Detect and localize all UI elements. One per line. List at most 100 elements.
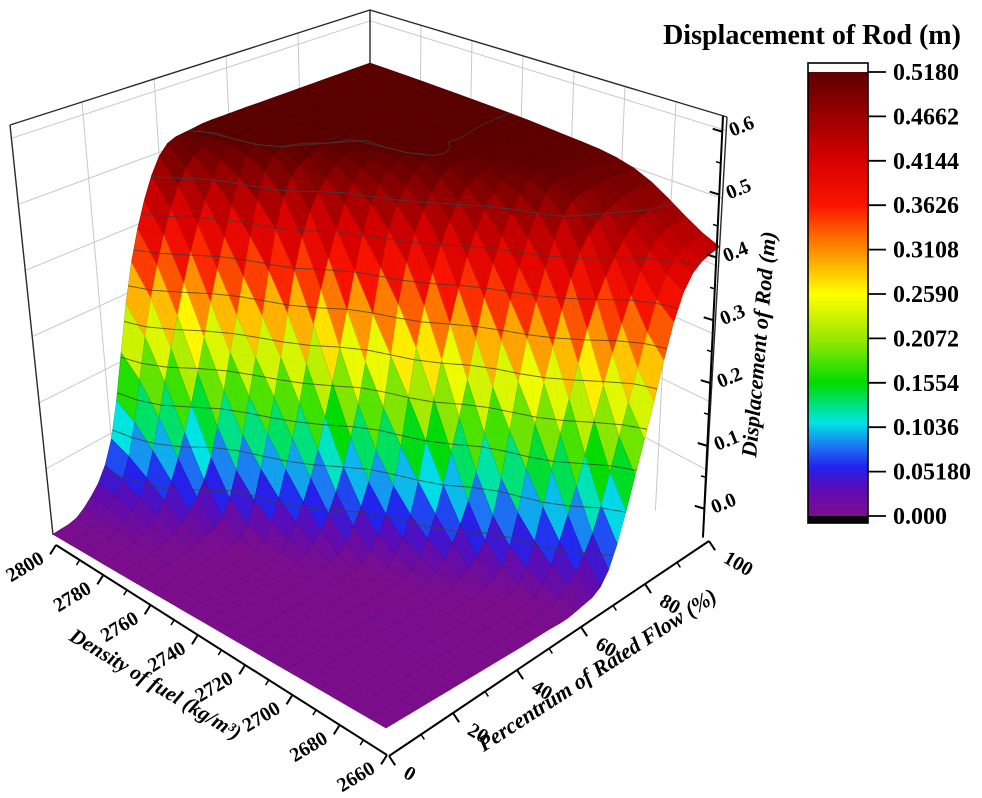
mesh-diagonal [100, 518, 111, 539]
mesh-diagonal [150, 298, 178, 317]
mesh-diagonal [246, 155, 258, 200]
mesh-diagonal [308, 84, 318, 95]
mesh-diagonal [225, 588, 235, 603]
mesh-diagonal [317, 449, 344, 468]
mesh-diagonal [199, 541, 209, 560]
mesh-diagonal [368, 481, 394, 487]
mesh-diagonal [347, 310, 359, 405]
mesh-diagonal [365, 641, 376, 657]
mesh-diagonal [348, 612, 358, 628]
mesh-diagonal [242, 435, 255, 501]
mesh-diagonal [264, 541, 274, 561]
mesh-diagonal [242, 433, 268, 436]
mesh-diagonal [396, 159, 424, 162]
density-tick [332, 724, 341, 735]
mesh-diagonal [216, 573, 227, 589]
mesh-diagonal [228, 125, 256, 128]
mesh-diagonal [484, 122, 512, 127]
mesh-diagonal [364, 603, 374, 618]
mesh-diagonal [493, 162, 503, 180]
mesh-diagonal [194, 154, 221, 160]
mesh-diagonal [302, 679, 328, 685]
mesh-diagonal [255, 103, 282, 108]
mesh-diagonal [137, 228, 164, 236]
mesh-diagonal [309, 211, 322, 290]
mesh-diagonal [178, 185, 191, 253]
mesh-diagonal [324, 607, 349, 614]
z-axis-line [702, 115, 724, 538]
mesh-diagonal [259, 607, 284, 613]
mesh-diagonal [143, 559, 153, 574]
mesh-diagonal [668, 198, 677, 222]
mesh-diagonal [598, 183, 608, 211]
mesh-diagonal [139, 497, 150, 527]
mesh-diagonal [272, 121, 300, 125]
colorbar-border [807, 62, 869, 524]
mesh-diagonal [254, 127, 265, 138]
mesh-diagonal [460, 578, 471, 600]
mesh-diagonal [334, 112, 362, 117]
mesh-diagonal [616, 174, 626, 195]
mesh-diagonal [373, 617, 398, 623]
mesh-diagonal [118, 553, 144, 560]
mesh-diagonal [502, 179, 512, 213]
mesh-diagonal [218, 612, 244, 618]
mesh-diagonal [342, 675, 353, 690]
mesh-diagonal [589, 232, 616, 257]
mesh-diagonal [383, 397, 409, 409]
mesh-diagonal [228, 125, 238, 136]
mesh-diagonal [511, 632, 521, 648]
mesh-diagonal [250, 593, 276, 599]
mesh-diagonal [440, 100, 450, 111]
mesh-diagonal [343, 154, 354, 183]
mesh-diagonal [361, 143, 371, 158]
mesh-diagonal [134, 541, 160, 548]
mesh-diagonal [458, 94, 468, 104]
mesh-diagonal [257, 196, 284, 200]
mesh-diagonal [334, 87, 344, 98]
mesh-diagonal [202, 123, 212, 137]
mesh-diagonal [273, 559, 298, 563]
mesh-diagonal [621, 323, 648, 333]
mesh-diagonal [309, 655, 319, 671]
mesh-diagonal [209, 597, 235, 604]
mesh-diagonal [493, 132, 503, 144]
mesh-diagonal [502, 143, 512, 154]
mesh-diagonal [201, 583, 211, 599]
mesh-diagonal [191, 404, 205, 481]
mesh-diagonal [100, 518, 126, 522]
mesh-diagonal [266, 583, 276, 599]
mesh-diagonal [458, 200, 468, 258]
mesh-diagonal [607, 160, 635, 169]
mesh-diagonal [326, 177, 337, 230]
mesh-diagonal [343, 97, 371, 101]
mesh-diagonal [343, 97, 353, 108]
mesh-diagonal [458, 119, 468, 130]
mesh-diagonal [152, 573, 177, 579]
mesh-diagonal [306, 364, 333, 384]
contour-line [117, 392, 637, 471]
mesh-diagonal [306, 578, 316, 594]
mesh-diagonal [405, 87, 415, 98]
mesh-diagonal [185, 592, 195, 608]
mesh-diagonal [258, 607, 269, 623]
mesh-diagonal [448, 670, 474, 676]
mesh-diagonal [398, 304, 409, 398]
mesh-diagonal [567, 514, 593, 534]
mesh-diagonal [292, 438, 304, 503]
mesh-diagonal [563, 134, 574, 145]
contour-line [133, 249, 679, 309]
mesh-diagonal [109, 538, 135, 543]
mesh-diagonal [458, 417, 469, 502]
mesh-diagonal [519, 608, 544, 614]
mesh-diagonal [343, 72, 353, 82]
mesh-diagonal [267, 433, 293, 439]
mesh-diagonal [322, 567, 332, 585]
mesh-diagonal [650, 207, 677, 222]
mesh-diagonal [494, 603, 504, 619]
colorbar-tick-label: 0.05180 [893, 460, 971, 486]
flow-minor-tick [484, 691, 489, 697]
mesh-diagonal [372, 314, 384, 408]
mesh-diagonal [320, 289, 333, 383]
mesh-diagonal [351, 689, 361, 705]
